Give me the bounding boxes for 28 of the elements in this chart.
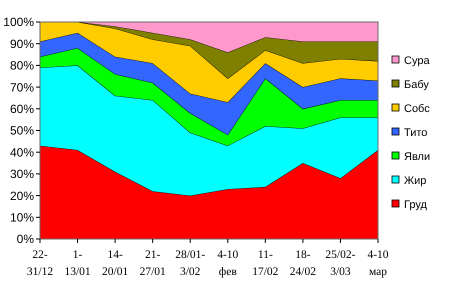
x-tick-label: 25/02- 3/03 <box>325 249 356 278</box>
y-tick-label: 70% <box>10 80 34 94</box>
y-tick-label: 60% <box>10 102 34 116</box>
x-tick-label: 4-10 мар <box>367 249 389 278</box>
y-tick-label: 80% <box>10 58 34 73</box>
legend-label: Груд <box>404 198 428 211</box>
y-tick-label: 90% <box>10 36 34 51</box>
x-tick-label: 1- 13/01 <box>64 249 91 278</box>
x-tick-label: 11- 17/02 <box>252 249 279 278</box>
y-tick-label: 30% <box>10 167 34 182</box>
y-tick-label: 50% <box>10 124 34 138</box>
x-tick-label: 22- 31/12 <box>26 249 54 278</box>
x-tick-label: 4-10 фев <box>217 249 239 278</box>
y-tick-label: 0% <box>16 232 34 246</box>
legend-label: Бабу <box>404 78 430 91</box>
x-tick-label: 18- 24/02 <box>290 249 316 278</box>
legend-label: Тито <box>404 126 428 139</box>
x-tick-label: 21- 27/01 <box>140 249 166 278</box>
y-tick-label: 10% <box>10 210 34 224</box>
y-tick-label: 20% <box>10 188 34 203</box>
legend-label: Собс <box>404 102 430 115</box>
legend-label: Жир <box>404 174 426 187</box>
legend-label: Сура <box>404 54 430 67</box>
legend-label: Явли <box>404 150 430 163</box>
y-tick-label: 40% <box>10 145 34 160</box>
y-tick-label: 100% <box>3 15 34 30</box>
x-tick-label: 28/01- 3/02 <box>175 249 206 278</box>
x-tick-label: 14- 20/01 <box>102 249 128 278</box>
